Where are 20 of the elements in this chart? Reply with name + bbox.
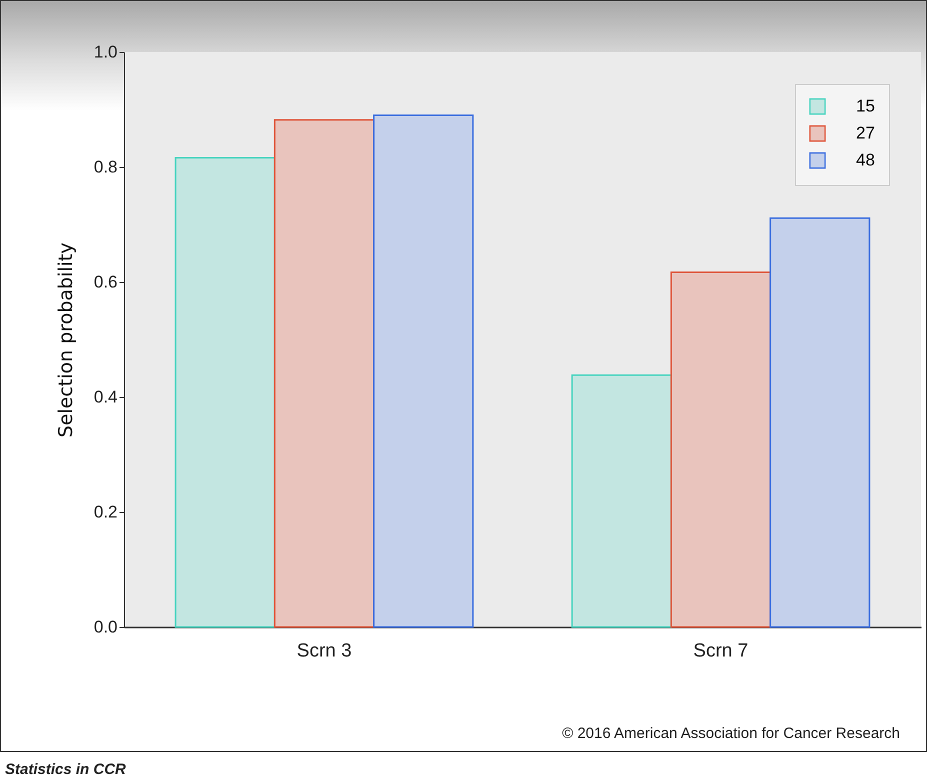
text: Statistics in CCR [5,761,126,778]
bar [174,157,276,628]
x-tick-label: Scrn 3 [296,640,352,662]
legend-label: 48 [856,150,875,170]
y-tick-label: 0.6 [94,272,118,292]
legend-label: 15 [856,96,875,116]
y-axis-title: Selection probability [54,242,77,438]
y-tick-label: 0.4 [94,388,118,406]
text: © 2016 American Association for Cancer Research [562,725,900,742]
y-tick-label: 0.8 [94,158,118,176]
y-tick-label: 0.2 [94,502,118,522]
bar [373,114,474,628]
y-tick-label: 0.0 [94,618,118,636]
bar [670,271,772,628]
bar [770,217,870,628]
y-tick-label: 1.0 [94,42,118,62]
x-tick-label: Scrn 7 [693,640,748,662]
legend-label: 27 [856,124,875,142]
bar [274,119,375,628]
bar [571,374,672,628]
